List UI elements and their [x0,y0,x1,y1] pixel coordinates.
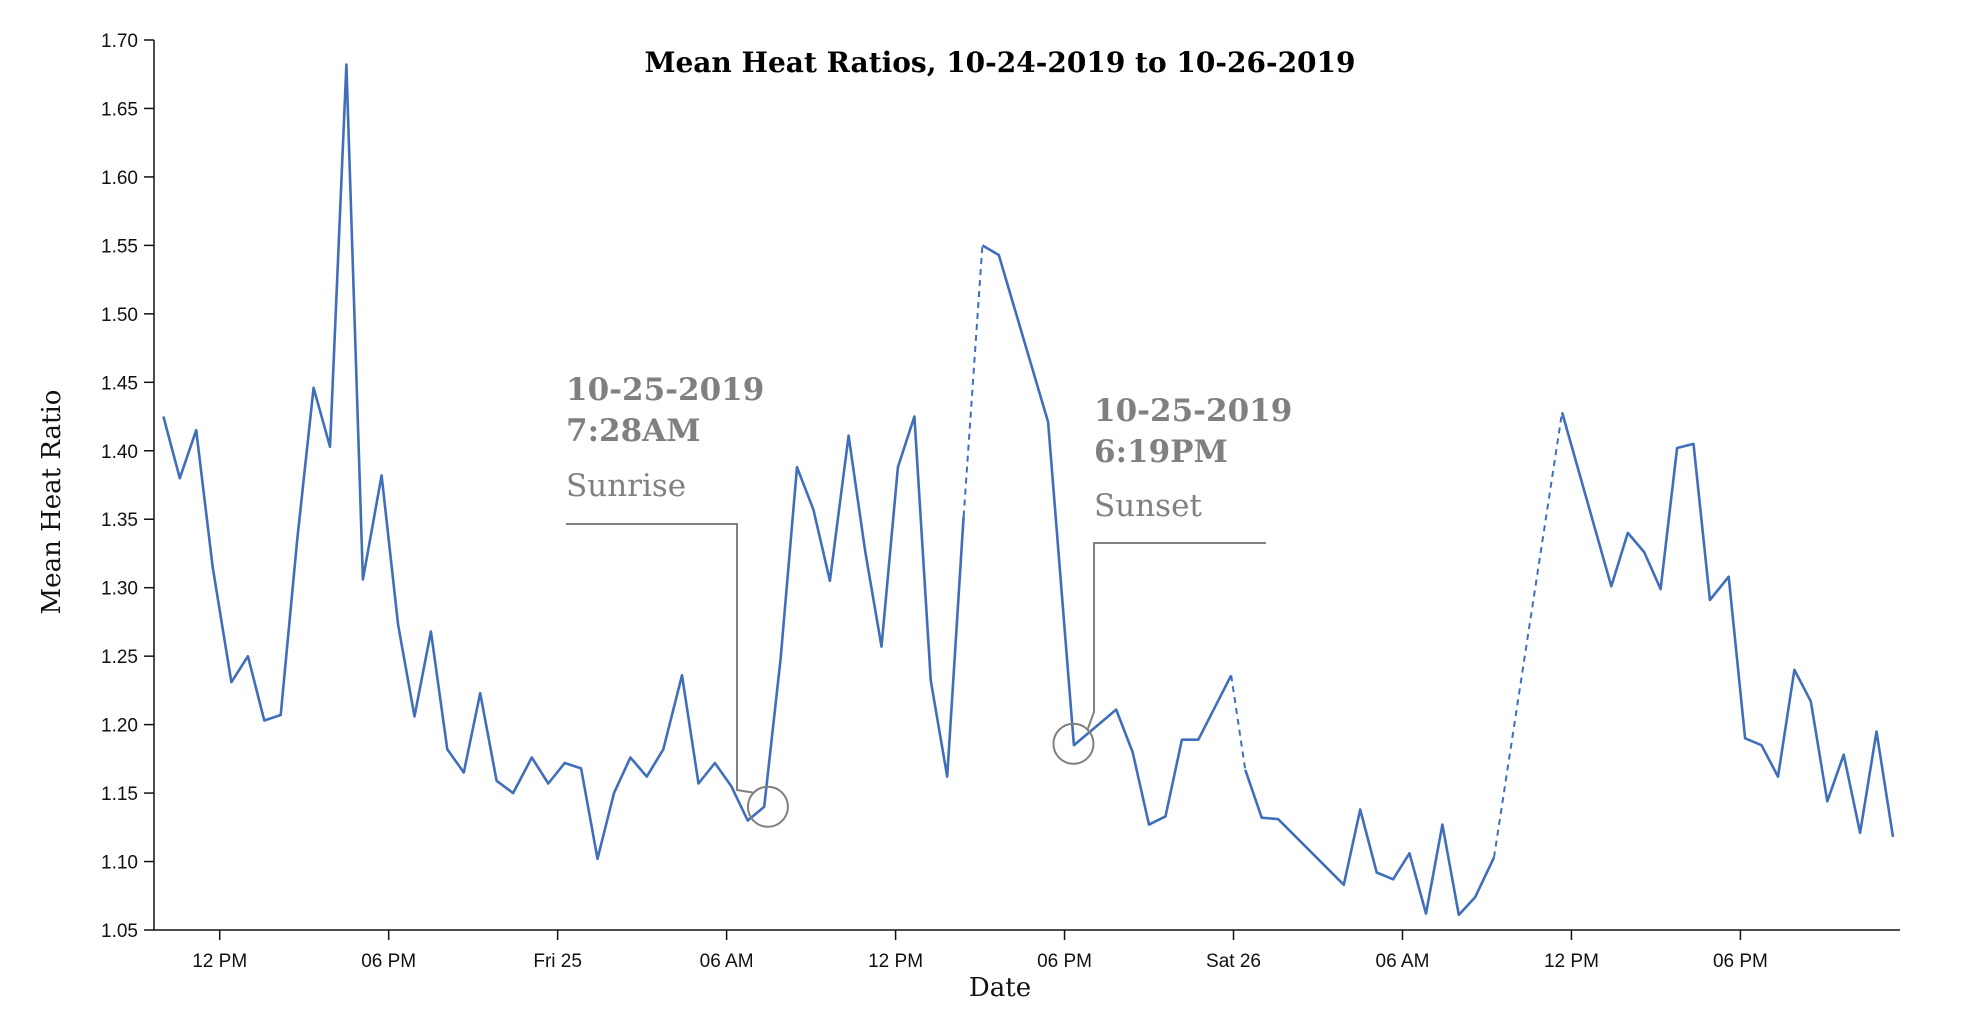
y-tick-label: 1.05 [101,921,138,942]
x-tick-label: 12 PM [1544,951,1599,972]
x-axis-title: Date [969,973,1031,1003]
y-tick-label: 1.55 [101,236,138,257]
x-tick-label: 06 PM [1713,951,1768,972]
y-tick-label: 1.30 [101,579,138,600]
sunrise-annotation: 10-25-2019 7:28AM Sunrise [566,372,764,504]
sunrise-connector [566,523,755,794]
sunset-date: 10-25-2019 [1094,393,1292,429]
sunset-annotation: 10-25-2019 6:19PM Sunset [1094,393,1292,524]
sunrise-time: 7:28AM [566,413,701,449]
y-tick-label: 1.45 [101,373,138,394]
y-tick-label: 1.70 [101,31,138,52]
x-tick-label: 06 PM [361,951,416,972]
series-gap-dashed [962,245,984,517]
x-tick-label: 06 AM [1376,951,1430,972]
series-gap-dashed [1493,412,1564,858]
y-tick-label: 1.20 [101,716,138,737]
series-line-segment [1244,769,1496,917]
y-tick-label: 1.40 [101,442,138,463]
series-layer [162,63,1895,917]
y-axis-title: Mean Heat Ratio [37,390,67,615]
sunset-label: Sunset [1094,488,1202,524]
y-tick-label: 1.60 [101,168,138,189]
x-tick-label: 12 PM [868,951,923,972]
y-tick-label: 1.10 [101,853,138,874]
series-line-segment [1560,412,1895,838]
series-line-segment [162,63,965,861]
series-line-segment [981,244,1233,826]
x-tick-label: Sat 26 [1206,951,1261,972]
y-tick-label: 1.65 [101,99,138,120]
y-tick-label: 1.15 [101,784,138,805]
x-tick-label: 12 PM [192,951,247,972]
series-gap-dashed [1230,675,1247,770]
y-tick-label: 1.25 [101,647,138,668]
sunrise-date: 10-25-2019 [566,372,764,408]
y-tick-label: 1.35 [101,510,138,531]
x-axis: 12 PM 06 PM Fri 25 06 AM 12 PM 06 PM Sat 26 06 … [154,929,1900,972]
annotation-layer: 10-25-2019 7:28AM Sunrise 10-25-2019 6:1… [566,372,1292,828]
sunset-time: 6:19PM [1094,434,1228,470]
x-tick-label: 06 AM [700,951,754,972]
y-tick-label: 1.50 [101,305,138,326]
sunset-marker [1052,722,1095,765]
sunset-connector [1086,542,1266,731]
chart-title: Mean Heat Ratios, 10-24-2019 to 10-26-20… [644,46,1355,79]
x-tick-label: Fri 25 [533,951,582,972]
x-tick-label: 06 PM [1037,951,1092,972]
sunrise-label: Sunrise [566,468,686,504]
y-axis: 1.05 1.10 1.15 1.20 1.25 1.30 1.35 1.40 1.45 1.50… [101,31,155,942]
sunrise-marker [746,785,789,828]
